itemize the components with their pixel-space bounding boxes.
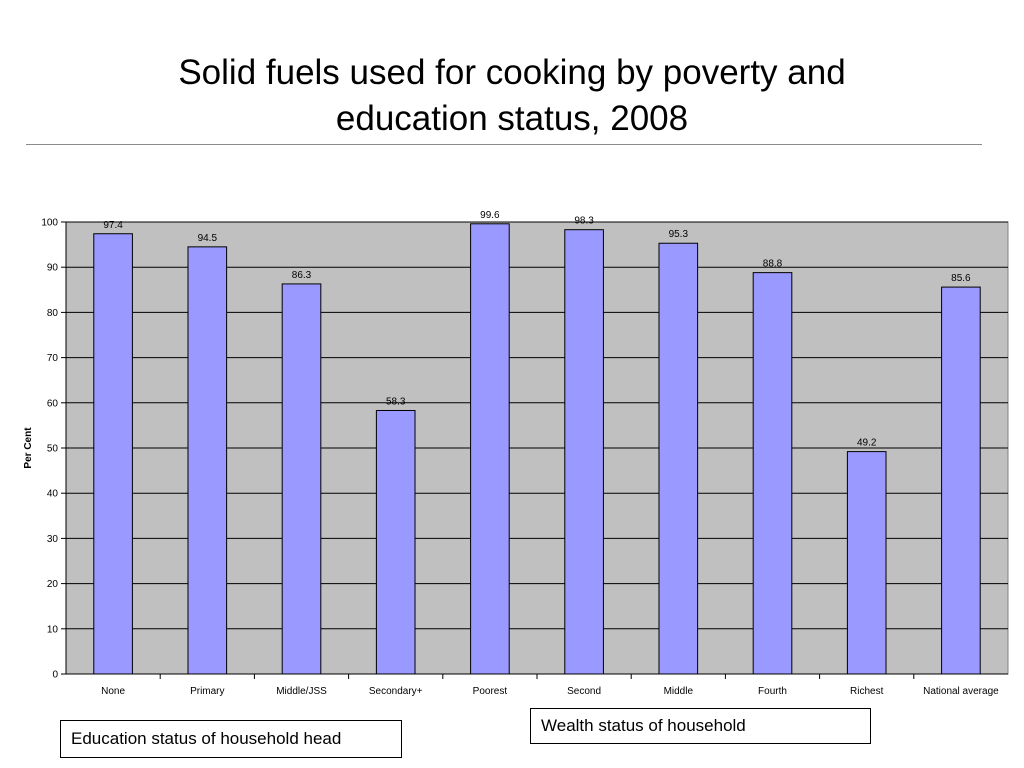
bar xyxy=(658,242,699,675)
slide-title-line1: Solid fuels used for cooking by poverty … xyxy=(178,53,846,92)
slide-title: Solid fuels used for cooking by poverty … xyxy=(60,50,964,142)
y-axis-label: Per Cent xyxy=(23,427,34,469)
x-tick-label: Fourth xyxy=(758,686,787,697)
data-label: 49.2 xyxy=(857,438,877,449)
education-group-label-text: Education status of household head xyxy=(71,729,342,748)
y-tick-label: 20 xyxy=(47,579,59,590)
y-tick-label: 10 xyxy=(47,624,59,635)
data-label: 99.6 xyxy=(480,210,500,221)
y-tick-label: 100 xyxy=(41,218,58,229)
x-tick-label: Primary xyxy=(190,686,224,697)
y-tick-label: 30 xyxy=(47,534,59,545)
bar xyxy=(941,286,981,675)
education-group-label: Education status of household head xyxy=(60,720,402,758)
bar xyxy=(470,223,510,675)
y-tick-label: 90 xyxy=(47,263,59,274)
data-label: 85.6 xyxy=(951,273,971,284)
data-label: 97.4 xyxy=(103,220,123,231)
bar xyxy=(187,246,228,675)
bar xyxy=(375,409,416,675)
y-tick-label: 70 xyxy=(47,353,59,364)
bar xyxy=(93,233,133,675)
y-tick-label: 60 xyxy=(47,398,59,409)
y-tick-label: 80 xyxy=(47,308,59,319)
wealth-group-label: Wealth status of household xyxy=(530,708,871,744)
data-label: 86.3 xyxy=(292,270,312,281)
title-divider xyxy=(26,144,982,145)
x-tick-label: Poorest xyxy=(473,686,508,697)
y-tick-label: 0 xyxy=(52,670,58,681)
bar-chart: 0 10 20 30 40 50 60 70 80 90 100 Per Cent 97.4 None 94… xyxy=(23,210,1009,697)
data-label: 94.5 xyxy=(198,233,218,244)
x-tick-label: Second xyxy=(567,686,601,697)
bar xyxy=(281,283,322,675)
data-label: 58.3 xyxy=(386,396,406,407)
y-tick-label: 50 xyxy=(47,444,59,455)
slide-title-line2: education status, 2008 xyxy=(335,99,689,138)
y-tick-label: 40 xyxy=(47,489,59,500)
data-label: 88.8 xyxy=(763,259,783,270)
x-tick-label: None xyxy=(101,686,125,697)
x-tick-label: Richest xyxy=(850,686,884,697)
data-label: 95.3 xyxy=(669,229,689,240)
bar xyxy=(846,451,887,675)
x-tick-label: Secondary+ xyxy=(369,686,423,697)
x-tick-label: Middle/JSS xyxy=(276,686,327,697)
data-label: 98.3 xyxy=(574,216,594,227)
x-tick-label: Middle xyxy=(664,686,694,697)
x-tick-label: National average xyxy=(923,686,999,697)
bar xyxy=(564,229,604,675)
bar xyxy=(752,272,793,675)
wealth-group-label-text: Wealth status of household xyxy=(541,716,746,735)
